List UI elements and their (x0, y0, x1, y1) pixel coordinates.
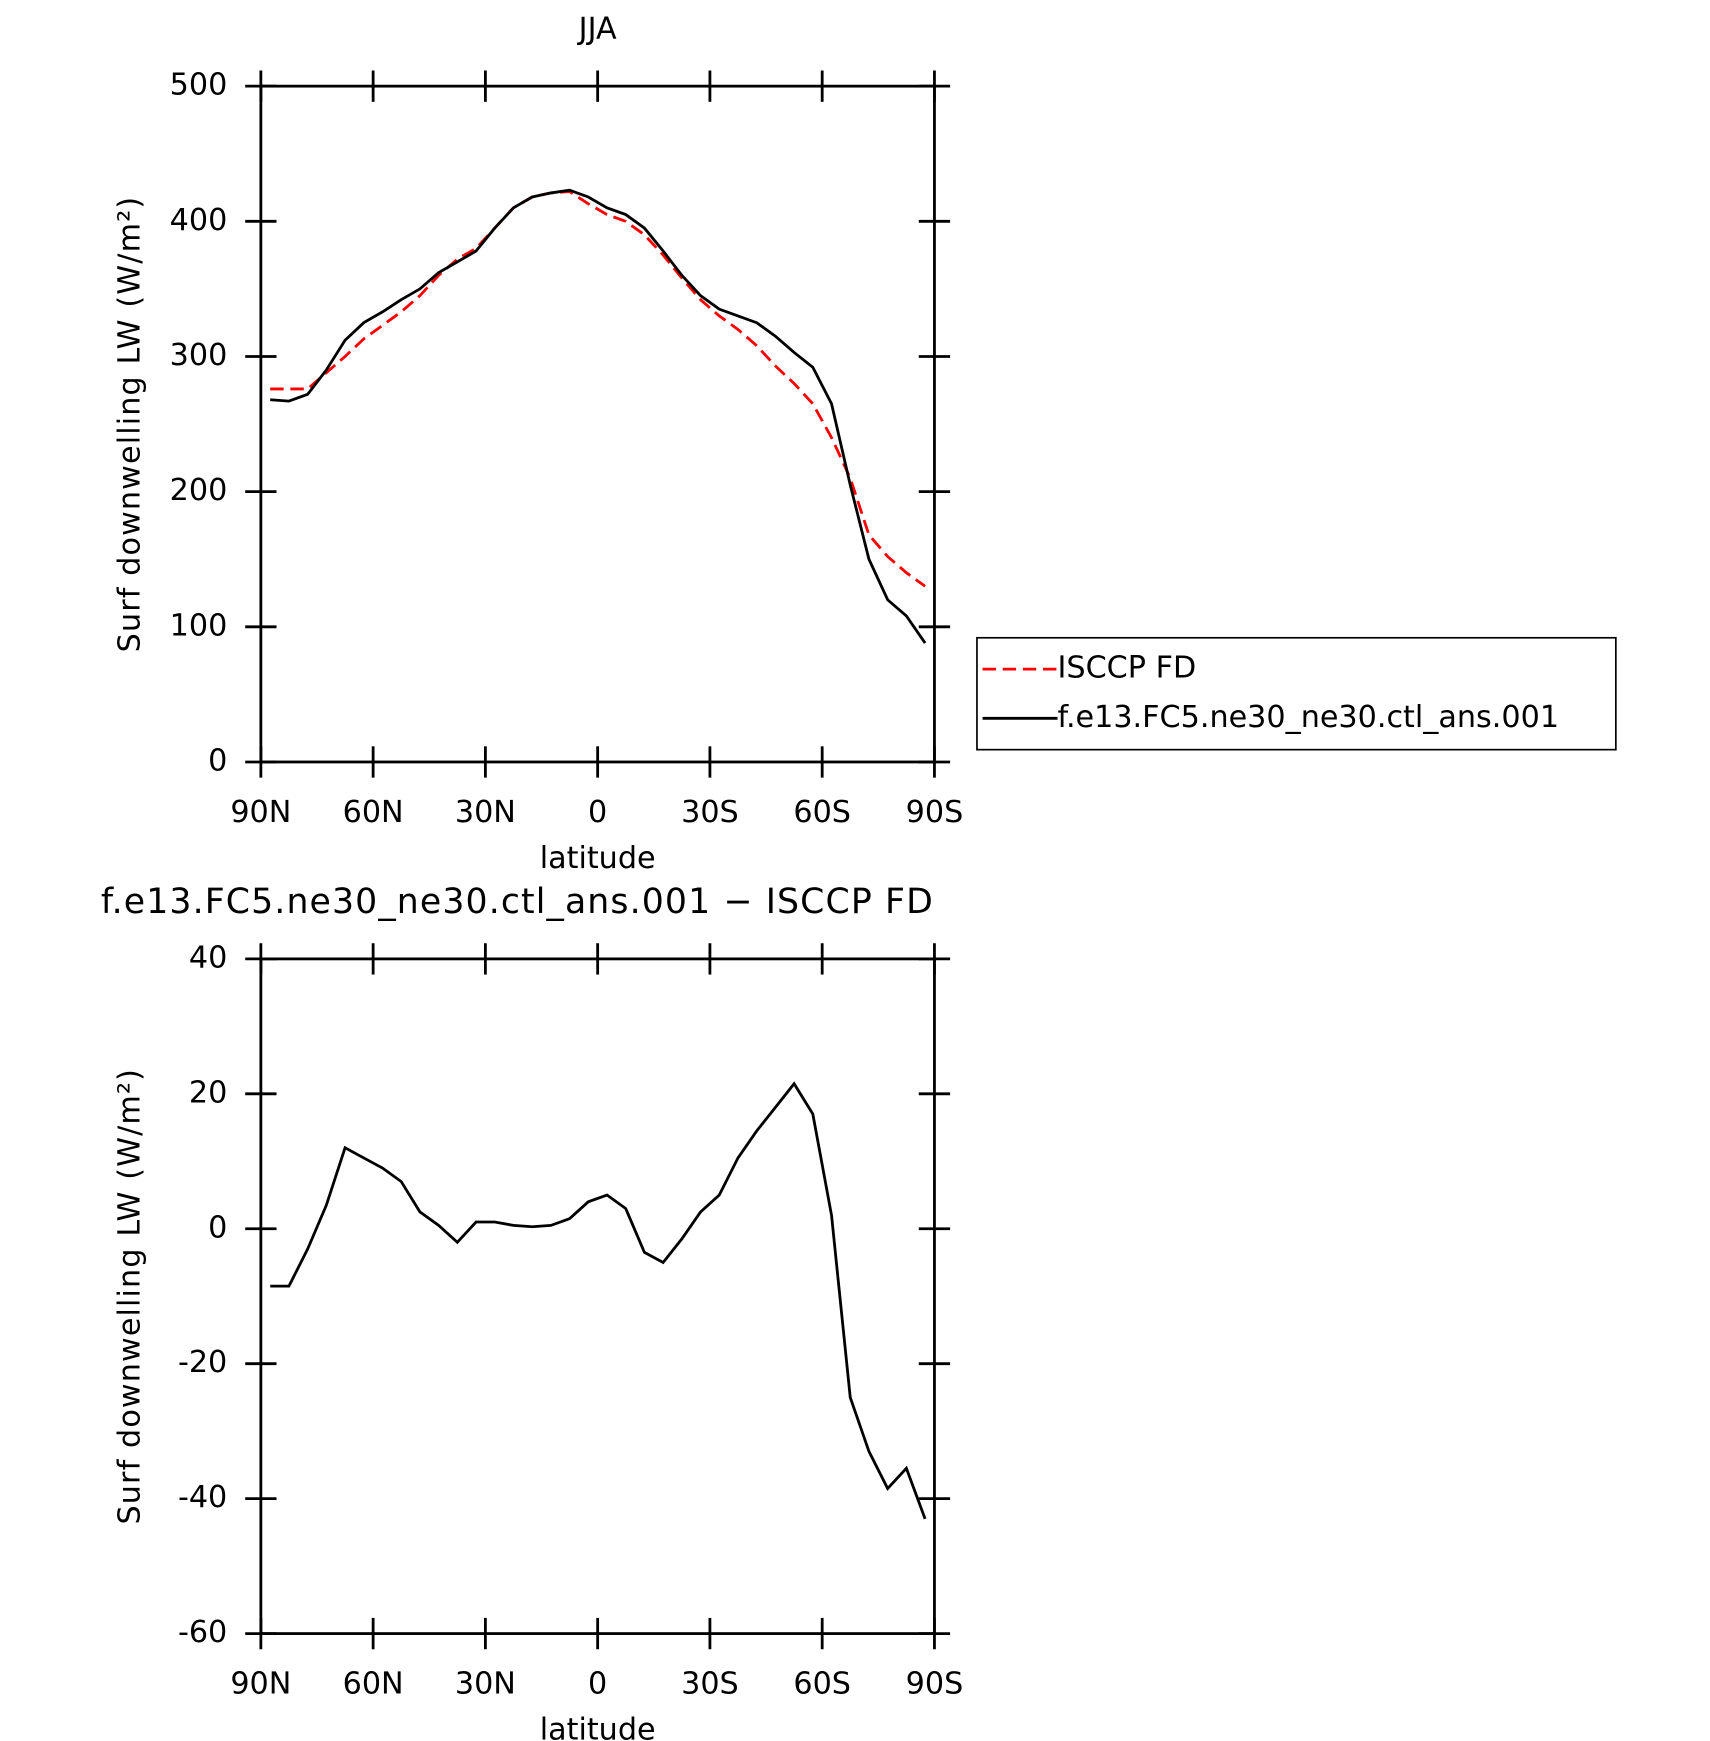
y-tick-label: 20 (189, 1075, 227, 1110)
x-tick-label: 60S (793, 795, 851, 830)
y-axis-label: Surf downwelling LW (W/m²) (113, 1068, 148, 1525)
y-tick-label: 300 (170, 338, 228, 373)
x-tick-label: 90N (230, 795, 291, 830)
x-tick-label: 90S (906, 795, 964, 830)
chart-title: JJA (577, 12, 617, 47)
x-axis-label: latitude (540, 1712, 656, 1741)
y-tick-label: -20 (178, 1345, 227, 1380)
x-tick-label: 90S (906, 1667, 964, 1702)
chart-title: f.e13.FC5.ne30_ne30.ctl_ans.001 − ISCCP … (101, 882, 934, 922)
legend-label: f.e13.FC5.ne30_ne30.ctl_ans.001 (1058, 700, 1560, 735)
y-tick-label: 100 (170, 608, 228, 643)
x-tick-label: 30N (455, 1667, 516, 1702)
x-axis-label: latitude (540, 841, 656, 876)
x-tick-label: 60N (343, 1667, 404, 1702)
y-tick-label: 0 (208, 1210, 227, 1245)
y-tick-label: -40 (178, 1480, 227, 1515)
y-tick-label: 500 (170, 68, 228, 103)
plot-frame (259, 957, 936, 1635)
x-tick-label: 60S (793, 1667, 851, 1702)
x-tick-label: 0 (588, 795, 607, 830)
y-tick-label: 400 (170, 203, 228, 238)
y-axis-label: Surf downwelling LW (W/m²) (113, 196, 148, 653)
data-line (270, 190, 926, 588)
y-tick-label: -60 (178, 1615, 227, 1650)
x-tick-label: 30S (681, 1667, 739, 1702)
data-line (270, 1081, 927, 1520)
x-tick-label: 30S (681, 795, 739, 830)
y-tick-label: 200 (170, 473, 228, 508)
x-tick-label: 0 (588, 1667, 607, 1702)
y-tick-label: 0 (208, 743, 227, 778)
plot-frame (259, 84, 936, 764)
x-tick-label: 90N (230, 1667, 291, 1702)
legend-label: ISCCP FD (1058, 651, 1197, 686)
data-line (270, 188, 927, 644)
x-tick-label: 60N (343, 795, 404, 830)
x-tick-label: 30N (455, 795, 516, 830)
legend-box (976, 636, 1617, 751)
y-tick-label: 40 (189, 940, 227, 975)
